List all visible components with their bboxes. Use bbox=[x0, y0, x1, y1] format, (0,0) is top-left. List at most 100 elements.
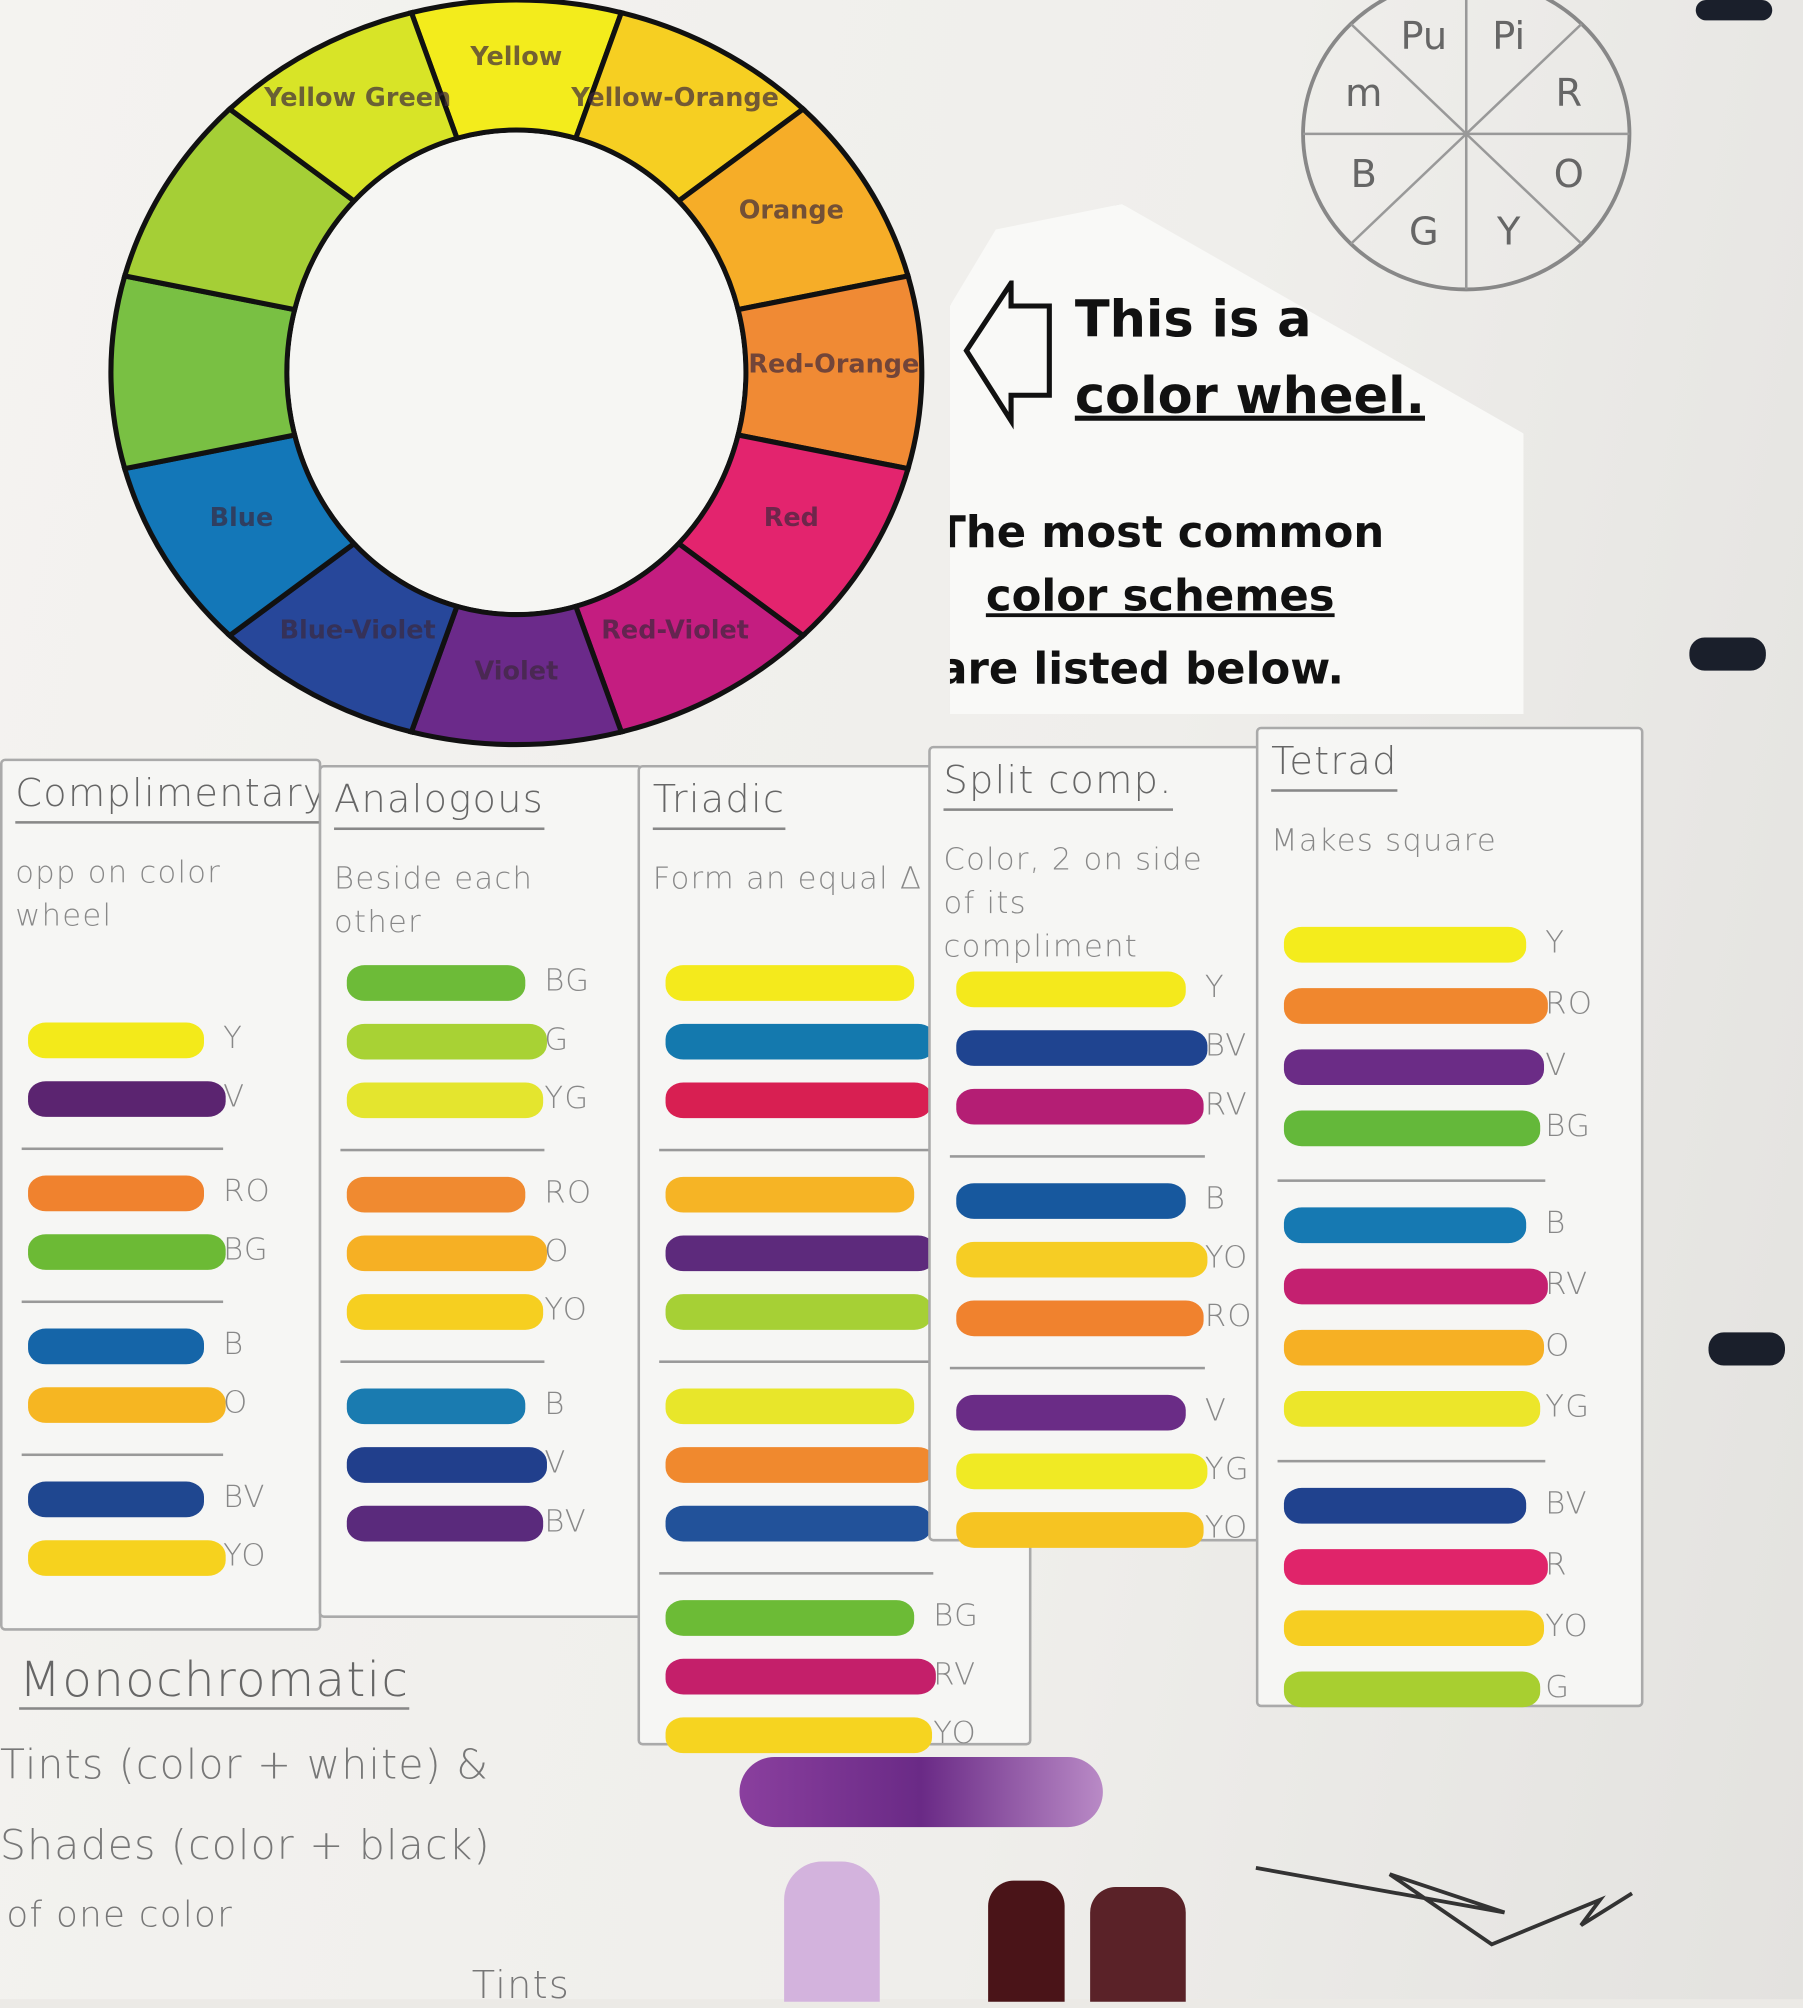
swatch-label: V bbox=[1545, 1047, 1567, 1083]
mono-line-2: Shades (color + black) bbox=[0, 1821, 491, 1869]
color-swatch bbox=[28, 1387, 226, 1423]
color-swatch bbox=[28, 1482, 204, 1518]
color-swatch bbox=[28, 1234, 226, 1270]
color-swatch bbox=[28, 1329, 204, 1365]
swatch-label: BG bbox=[1545, 1108, 1591, 1144]
swatch-label: V bbox=[223, 1079, 245, 1115]
group-divider bbox=[950, 1367, 1205, 1370]
color-swatch bbox=[666, 1447, 936, 1483]
swatch-label: V bbox=[544, 1445, 566, 1481]
shade-swatch bbox=[988, 1881, 1065, 2002]
arrow-left-icon bbox=[960, 281, 1056, 434]
column-description: opp on color wheel bbox=[15, 850, 296, 937]
color-swatch bbox=[666, 1024, 936, 1060]
swatch-label: Y bbox=[1205, 969, 1225, 1005]
binder-ring bbox=[1709, 1332, 1786, 1365]
sketch-label: m bbox=[1345, 71, 1382, 116]
swatch-label: YG bbox=[1205, 1451, 1250, 1487]
column-description: Color, 2 on side of its compliment bbox=[944, 838, 1225, 968]
wheel-center bbox=[289, 133, 743, 612]
swatch-label: BG bbox=[933, 1598, 979, 1634]
column-title: Complimentary bbox=[15, 771, 326, 823]
group-divider bbox=[340, 1149, 544, 1152]
wheel-segment-label: Yellow Green bbox=[263, 83, 451, 113]
color-swatch bbox=[956, 1183, 1186, 1219]
color-swatch bbox=[1284, 1049, 1544, 1085]
column-title: Analogous bbox=[334, 778, 544, 830]
color-swatch bbox=[1284, 1549, 1548, 1585]
wheel-segment-label: Yellow-Orange bbox=[570, 83, 779, 113]
color-swatch bbox=[347, 1388, 526, 1424]
color-swatch bbox=[347, 1447, 547, 1483]
swatch-label: BG bbox=[544, 963, 590, 999]
swatch-label: B bbox=[1545, 1205, 1566, 1241]
sketch-label: R bbox=[1555, 71, 1582, 116]
color-swatch bbox=[1284, 927, 1526, 963]
color-swatch bbox=[1284, 1269, 1548, 1305]
wheel-segment-label: Yellow bbox=[469, 42, 562, 72]
scribble bbox=[1250, 1849, 1658, 1964]
swatch-label: RO bbox=[544, 1174, 592, 1210]
swatch-label: B bbox=[544, 1386, 565, 1422]
swatch-label: RV bbox=[933, 1656, 976, 1692]
column-title: Split comp. bbox=[944, 759, 1173, 811]
swatch-label: O bbox=[544, 1233, 569, 1269]
group-divider bbox=[659, 1360, 933, 1363]
column-title: Tetrad bbox=[1271, 740, 1398, 792]
swatch-label: YO bbox=[223, 1538, 267, 1574]
color-swatch bbox=[666, 1235, 936, 1271]
color-swatch bbox=[956, 1030, 1207, 1066]
swatch-label: RO bbox=[1545, 986, 1593, 1022]
sketch-label: Y bbox=[1496, 209, 1521, 254]
swatch-label: YG bbox=[1545, 1388, 1590, 1424]
group-divider bbox=[22, 1301, 223, 1304]
shade-swatch bbox=[1090, 1887, 1186, 2002]
swatch-label: O bbox=[1545, 1327, 1570, 1363]
swatch-label: Y bbox=[223, 1020, 243, 1056]
group-divider bbox=[1278, 1460, 1546, 1463]
color-swatch bbox=[956, 1242, 1207, 1278]
swatch-label: R bbox=[1545, 1547, 1568, 1583]
color-swatch bbox=[1284, 1207, 1526, 1243]
color-swatch bbox=[1284, 1330, 1544, 1366]
color-swatch bbox=[666, 1082, 932, 1118]
color-swatch bbox=[28, 1176, 204, 1212]
wheel-segment-label: Red bbox=[764, 503, 819, 533]
note-line-2: color wheel. bbox=[1075, 367, 1425, 426]
group-divider bbox=[659, 1572, 933, 1575]
mono-line-3: of one color bbox=[6, 1893, 233, 1935]
swatch-label: RV bbox=[1205, 1086, 1248, 1122]
note-line-1: This is a bbox=[1075, 291, 1312, 350]
color-swatch bbox=[956, 1512, 1203, 1548]
color-swatch bbox=[666, 1388, 915, 1424]
color-swatch bbox=[1284, 1672, 1540, 1708]
sketch-label: O bbox=[1554, 152, 1584, 197]
swatch-label: YO bbox=[544, 1292, 588, 1328]
color-swatch bbox=[1284, 988, 1548, 1024]
wheel-segment-label: Red-Orange bbox=[748, 349, 919, 379]
column-title: Triadic bbox=[653, 778, 785, 830]
color-swatch bbox=[666, 1659, 936, 1695]
swatch-label: RO bbox=[1205, 1298, 1253, 1334]
color-swatch bbox=[1284, 1391, 1540, 1427]
color-swatch bbox=[666, 965, 915, 1001]
swatch-label: RV bbox=[1545, 1266, 1588, 1302]
color-swatch bbox=[28, 1023, 204, 1059]
group-divider bbox=[950, 1155, 1205, 1158]
color-swatch bbox=[666, 1177, 915, 1213]
group-divider bbox=[1278, 1179, 1546, 1182]
color-swatch bbox=[956, 1089, 1203, 1125]
note-line-5: are listed below. bbox=[912, 644, 1371, 695]
color-swatch bbox=[956, 972, 1186, 1008]
color-swatch bbox=[1284, 1610, 1544, 1646]
mono-bottom: Tints bbox=[472, 1964, 570, 2008]
tint-swatch bbox=[784, 1862, 880, 2002]
swatch-label: YO bbox=[1545, 1608, 1589, 1644]
wheel-segment-label: Violet bbox=[474, 657, 558, 687]
color-swatch bbox=[1284, 1111, 1540, 1147]
sketch-label: B bbox=[1351, 152, 1377, 197]
